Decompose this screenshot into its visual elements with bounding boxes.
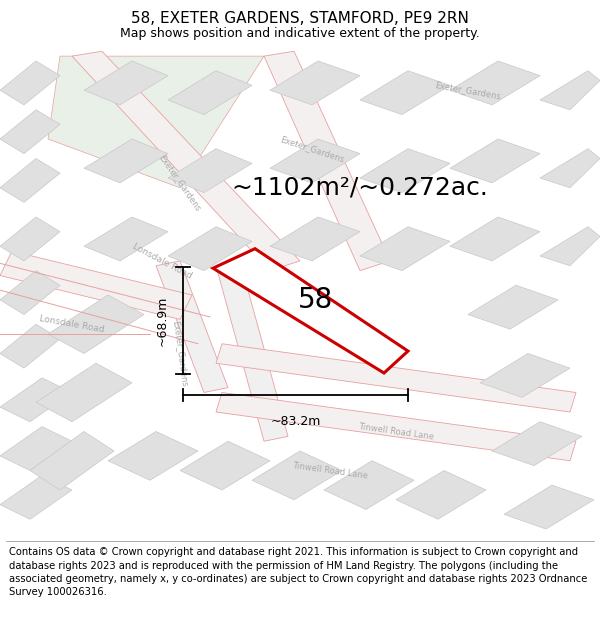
Polygon shape — [0, 251, 192, 319]
Polygon shape — [216, 261, 288, 441]
Polygon shape — [480, 354, 570, 398]
Polygon shape — [84, 139, 168, 183]
Text: Exeter_Gardens: Exeter_Gardens — [434, 80, 502, 101]
Polygon shape — [504, 485, 594, 529]
Polygon shape — [492, 422, 582, 466]
Polygon shape — [540, 227, 600, 266]
Polygon shape — [84, 61, 168, 105]
Polygon shape — [168, 71, 252, 114]
Polygon shape — [450, 217, 540, 261]
Polygon shape — [0, 427, 72, 471]
Polygon shape — [0, 271, 60, 314]
Text: ~1102m²/~0.272ac.: ~1102m²/~0.272ac. — [232, 176, 488, 200]
Polygon shape — [168, 227, 252, 271]
Polygon shape — [360, 71, 450, 114]
Text: 58: 58 — [298, 286, 332, 314]
Polygon shape — [0, 159, 60, 202]
Polygon shape — [180, 441, 270, 490]
Polygon shape — [360, 149, 450, 192]
Polygon shape — [252, 451, 342, 500]
Text: Lonsdale Road: Lonsdale Road — [131, 241, 193, 280]
Text: Tinwell Road Lane: Tinwell Road Lane — [358, 422, 434, 441]
Polygon shape — [72, 51, 300, 271]
Polygon shape — [36, 363, 132, 422]
Polygon shape — [213, 249, 408, 373]
Polygon shape — [468, 285, 558, 329]
Text: Exeter_Gardens: Exeter_Gardens — [171, 320, 189, 388]
Polygon shape — [216, 392, 576, 461]
Polygon shape — [396, 471, 486, 519]
Polygon shape — [0, 110, 60, 154]
Text: Exeter_Gardens: Exeter_Gardens — [279, 134, 345, 163]
Text: Contains OS data © Crown copyright and database right 2021. This information is : Contains OS data © Crown copyright and d… — [9, 548, 587, 597]
Text: Lonsdale Road: Lonsdale Road — [39, 314, 105, 334]
Polygon shape — [48, 56, 264, 188]
Polygon shape — [0, 476, 72, 519]
Polygon shape — [324, 461, 414, 509]
Polygon shape — [540, 149, 600, 188]
Polygon shape — [0, 324, 60, 368]
Polygon shape — [0, 61, 60, 105]
Polygon shape — [270, 61, 360, 105]
Polygon shape — [216, 344, 576, 412]
Polygon shape — [0, 217, 60, 261]
Text: ~68.9m: ~68.9m — [155, 295, 169, 346]
Polygon shape — [360, 227, 450, 271]
Polygon shape — [48, 295, 144, 354]
Polygon shape — [450, 139, 540, 183]
Text: ~83.2m: ~83.2m — [271, 415, 320, 428]
Polygon shape — [264, 51, 390, 271]
Polygon shape — [540, 71, 600, 110]
Text: Map shows position and indicative extent of the property.: Map shows position and indicative extent… — [120, 27, 480, 40]
Polygon shape — [168, 149, 252, 192]
Polygon shape — [270, 139, 360, 183]
Polygon shape — [270, 217, 360, 261]
Polygon shape — [0, 378, 72, 422]
Polygon shape — [108, 431, 198, 480]
Text: Tinwell Road Lane: Tinwell Road Lane — [292, 461, 368, 480]
Text: Exeter_Gardens: Exeter_Gardens — [157, 153, 203, 213]
Polygon shape — [84, 217, 168, 261]
Polygon shape — [30, 431, 114, 490]
Text: 58, EXETER GARDENS, STAMFORD, PE9 2RN: 58, EXETER GARDENS, STAMFORD, PE9 2RN — [131, 11, 469, 26]
Polygon shape — [156, 261, 228, 392]
Polygon shape — [450, 61, 540, 105]
